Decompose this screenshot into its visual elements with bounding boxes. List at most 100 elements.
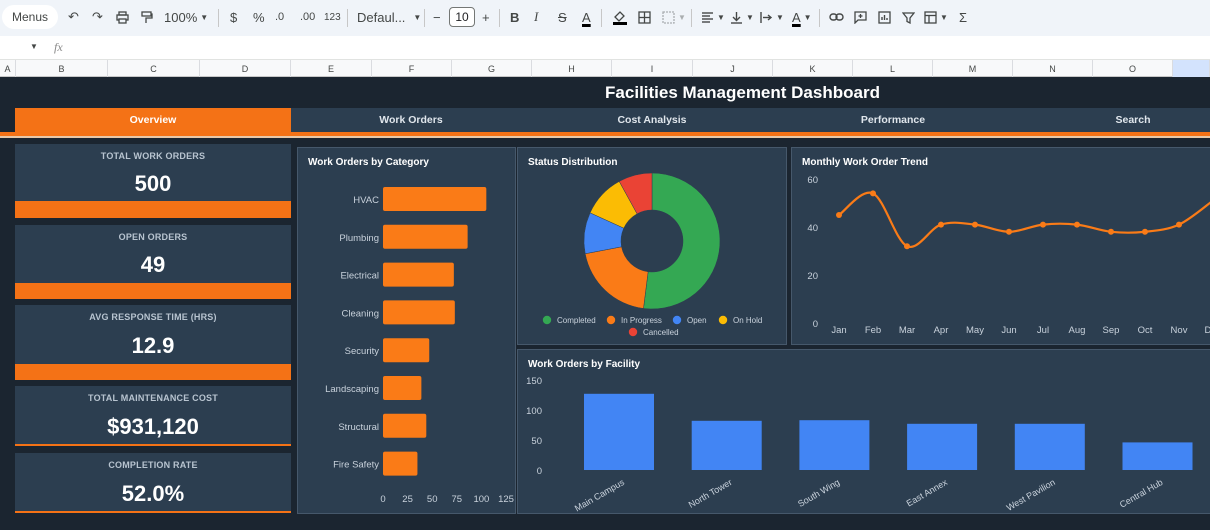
percent-label: %: [253, 9, 265, 25]
column-header-a[interactable]: A: [0, 60, 16, 77]
donut-slice: [618, 172, 653, 215]
chevron-down-icon: ▼: [413, 12, 422, 22]
trend-point: [1142, 228, 1148, 235]
tab-work-orders[interactable]: Work Orders: [379, 114, 443, 126]
column-header-j[interactable]: J: [693, 60, 773, 77]
tab-overview[interactable]: Overview: [15, 108, 291, 132]
zoom-select[interactable]: 100% ▼: [160, 5, 212, 29]
column-header-g[interactable]: G: [452, 60, 532, 77]
font-family-select[interactable]: Defaul... ▼: [353, 5, 425, 29]
facility-chart-panel: Work Orders by Facility 0 50 100 150 Main Ca…: [517, 349, 1210, 514]
column-header-e[interactable]: E: [291, 60, 372, 77]
trend-line-chart: 0 20 40 60 Jan Feb Mar Apr May Jun Jul Aug Sep Oct Nov…: [807, 175, 1210, 336]
tab-bar: Overview Work Orders Cost Analysis Perfo…: [15, 108, 1210, 132]
column-header-l[interactable]: L: [853, 60, 933, 77]
column-header-o[interactable]: O: [1093, 60, 1173, 77]
currency-format-button[interactable]: $: [226, 5, 241, 29]
column-header-h[interactable]: H: [532, 60, 612, 77]
category-bar: [383, 224, 468, 249]
toolbar-divider: [691, 9, 692, 27]
column-header-d[interactable]: D: [200, 60, 291, 77]
font-size-input[interactable]: 10: [449, 7, 475, 27]
font-name: Defaul...: [357, 9, 406, 25]
column-header[interactable]: [1173, 60, 1210, 77]
insert-chart-icon[interactable]: [874, 5, 895, 29]
text-color-label: A: [582, 9, 591, 25]
decrease-decimal-button[interactable]: .0: [271, 5, 288, 29]
font-size-increase-button[interactable]: +: [478, 5, 494, 29]
link-icon[interactable]: [825, 5, 848, 29]
column-header-n[interactable]: N: [1013, 60, 1093, 77]
trend-point: [870, 190, 876, 197]
fill-color-icon[interactable]: [608, 5, 632, 29]
undo-icon[interactable]: ↶: [68, 9, 79, 24]
paint-format-icon[interactable]: [136, 5, 157, 29]
category-bar: [383, 376, 422, 400]
kpi-card-total-maintenance-cost: TOTAL MAINTENANCE COST $931,120: [15, 386, 291, 446]
column-header-c[interactable]: C: [108, 60, 200, 77]
column-header-m[interactable]: M: [933, 60, 1013, 77]
toolbar-divider: [347, 9, 348, 27]
category-bar: [383, 262, 454, 287]
kpi-label: TOTAL MAINTENANCE COST: [88, 393, 218, 403]
merge-cells-icon[interactable]: ▼: [658, 5, 690, 29]
text-color-button[interactable]: A: [578, 5, 595, 29]
column-header-f[interactable]: F: [372, 60, 452, 77]
formula-bar: ▼ fx: [0, 36, 1210, 60]
borders-icon[interactable]: [634, 5, 655, 29]
comment-icon[interactable]: [850, 5, 871, 29]
trend-point: [904, 243, 910, 250]
column-header-k[interactable]: K: [773, 60, 853, 77]
legend-label: In Progress: [621, 316, 662, 325]
trend-point: [1006, 228, 1012, 235]
bold-button[interactable]: B: [506, 5, 523, 29]
toolbar-divider: [819, 9, 820, 27]
number-format-button[interactable]: 123: [320, 5, 345, 29]
x-tick-label: Dec: [1205, 325, 1210, 336]
strikethrough-button[interactable]: S: [554, 5, 571, 29]
chart-title: Status Distribution: [528, 157, 618, 168]
column-header-b[interactable]: B: [16, 60, 108, 77]
italic-label: I: [534, 9, 539, 24]
toolbar-divider: [218, 9, 219, 27]
y-tick-label: 150: [526, 376, 542, 387]
table-view-icon[interactable]: ▼: [920, 5, 952, 29]
column-header-i[interactable]: I: [612, 60, 693, 77]
x-tick-label: 0: [380, 494, 385, 505]
dashboard-title: Facilities Management Dashboard: [605, 83, 880, 102]
filter-icon[interactable]: [898, 5, 919, 29]
x-tick-label: North Tower: [687, 477, 734, 510]
text-rotation-button[interactable]: A ▼: [788, 5, 816, 29]
trend-point: [836, 212, 842, 218]
increase-decimal-button[interactable]: .00: [296, 5, 319, 29]
text-wrap-icon[interactable]: ▼: [756, 5, 788, 29]
tab-search[interactable]: Search: [1115, 114, 1151, 126]
kpi-value: 500: [134, 171, 172, 196]
facility-bar-chart: 0 50 100 150 Main Campus North Tower South Win…: [526, 376, 1193, 513]
y-tick-label: 50: [531, 436, 542, 447]
x-tick-label: Feb: [865, 325, 881, 336]
trend-chart-panel: Monthly Work Order Trend 0 20 40 60 Jan Feb Ma…: [791, 147, 1210, 345]
horizontal-align-icon[interactable]: ▼: [697, 5, 729, 29]
redo-icon[interactable]: ↷: [92, 9, 103, 24]
italic-button[interactable]: I: [530, 5, 542, 29]
category-bar-chart: HVAC Plumbing Electrical Cleaning Security La…: [325, 187, 514, 505]
percent-format-button[interactable]: %: [249, 5, 269, 29]
name-box-dropdown-icon[interactable]: ▼: [30, 42, 38, 51]
functions-button[interactable]: Σ: [955, 5, 971, 29]
print-icon[interactable]: [112, 5, 133, 29]
status-donut-chart: Completed In Progress Open On Hold Cancelled: [542, 172, 762, 337]
facility-bar: [691, 420, 762, 470]
kpi-accent-bar: [15, 201, 291, 218]
tab-cost-analysis[interactable]: Cost Analysis: [617, 114, 687, 126]
x-tick-label: 100: [473, 494, 489, 505]
font-size-decrease-button[interactable]: −: [429, 5, 445, 29]
vertical-align-icon[interactable]: ▼: [726, 5, 758, 29]
status-chart-panel: Status Distribution Completed In Progress…: [517, 147, 787, 345]
dashboard: Facilities Management Dashboard Overview…: [0, 78, 1210, 530]
tab-performance[interactable]: Performance: [860, 114, 926, 126]
x-tick-label: 75: [452, 494, 463, 505]
increase-decimal-label: .00: [300, 11, 316, 23]
menus-button[interactable]: Menus: [2, 5, 58, 29]
chevron-down-icon: ▼: [678, 12, 686, 22]
